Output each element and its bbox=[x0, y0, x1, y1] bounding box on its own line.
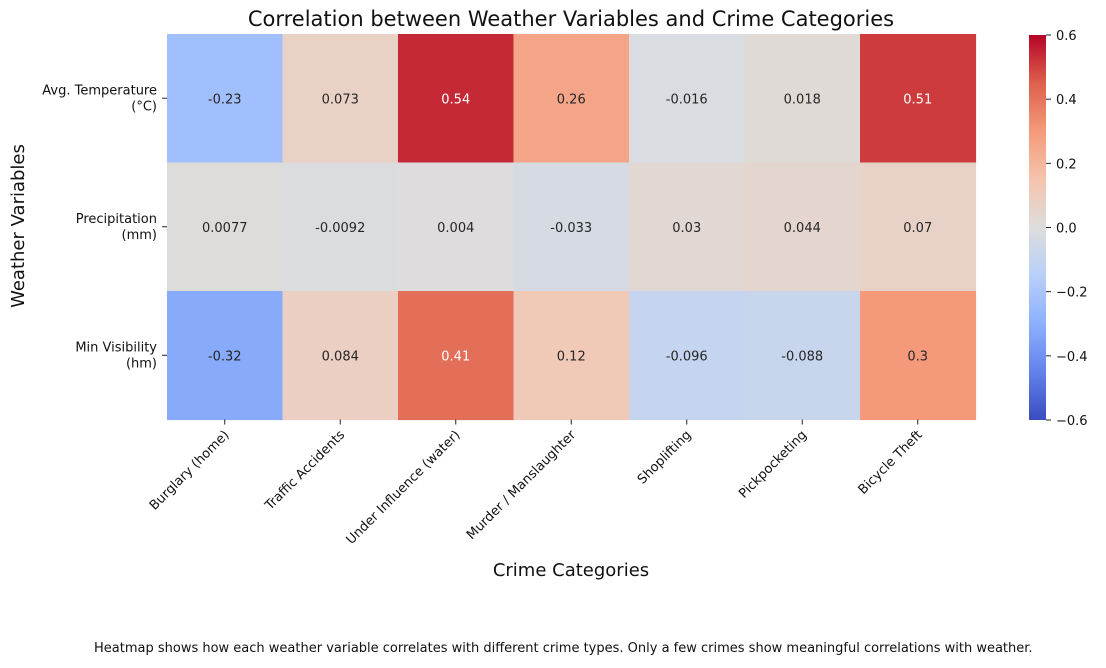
heatmap-cell bbox=[513, 162, 630, 292]
x-tick-label: Traffic Accidents bbox=[262, 428, 349, 515]
cell-value-label: 0.12 bbox=[557, 349, 586, 364]
x-tick-label: Pickpocketing bbox=[736, 428, 810, 502]
cell-value-label: 0.044 bbox=[784, 221, 821, 236]
colorbar-tick-label: 0.2 bbox=[1056, 157, 1077, 172]
colorbar-tick-label: −0.4 bbox=[1056, 350, 1088, 365]
chart-caption: Heatmap shows how each weather variable … bbox=[94, 641, 1033, 656]
cell-value-label: 0.03 bbox=[672, 221, 701, 236]
y-axis-label: Weather Variables bbox=[8, 144, 29, 308]
y-tick-label: (°C) bbox=[131, 99, 157, 114]
x-tick-label: Under Influence (water) bbox=[344, 428, 464, 548]
x-tick-label: Shoplifting bbox=[635, 428, 695, 488]
heatmap-cell bbox=[744, 34, 861, 164]
cell-value-labels: -0.23 0.073 0.54 0.26 -0.016 0.018 0.51 0.0077 -… bbox=[202, 92, 932, 364]
cell-value-label: 0.41 bbox=[441, 349, 470, 364]
heatmap-cell bbox=[282, 34, 399, 164]
heatmap-cell bbox=[398, 162, 515, 292]
x-tick-label: Murder / Manslaughter bbox=[464, 427, 580, 543]
y-tick-label: (mm) bbox=[122, 228, 157, 243]
cell-value-label: -0.096 bbox=[666, 349, 708, 364]
colorbar-tick-label: 0.0 bbox=[1056, 222, 1077, 237]
heatmap-cell bbox=[860, 34, 977, 164]
cell-value-label: 0.3 bbox=[907, 349, 928, 364]
cell-value-label: -0.033 bbox=[550, 221, 592, 236]
cell-value-label: -0.016 bbox=[666, 92, 708, 107]
x-tick-label: Bicycle Theft bbox=[856, 428, 926, 498]
cell-value-label: 0.073 bbox=[322, 92, 359, 107]
heatmap-cell bbox=[398, 291, 515, 421]
cell-value-label: 0.004 bbox=[437, 221, 474, 236]
heatmap-cell bbox=[629, 162, 746, 292]
y-tick-label: Min Visibility bbox=[75, 340, 157, 355]
cell-value-label: -0.0092 bbox=[315, 221, 365, 236]
cell-value-label: 0.018 bbox=[784, 92, 821, 107]
x-tick-label: Burglary (home) bbox=[147, 428, 233, 514]
heatmap-cell bbox=[513, 34, 630, 164]
heatmap-cell bbox=[282, 291, 399, 421]
cell-value-label: 0.54 bbox=[441, 92, 470, 107]
cell-value-label: 0.0077 bbox=[202, 221, 248, 236]
cell-value-label: 0.51 bbox=[903, 92, 932, 107]
heatmap-cell bbox=[629, 34, 746, 164]
y-tick-label: Avg. Temperature bbox=[42, 83, 157, 98]
x-axis-label: Crime Categories bbox=[493, 560, 649, 581]
heatmap-cell bbox=[744, 291, 861, 421]
heatmap-cell bbox=[744, 162, 861, 292]
colorbar-tick-label: 0.6 bbox=[1056, 29, 1077, 44]
heatmap-cell bbox=[398, 34, 515, 164]
heatmap-cells bbox=[167, 34, 977, 421]
colorbar bbox=[1029, 35, 1046, 420]
colorbar-tick-label: −0.2 bbox=[1056, 286, 1088, 301]
y-tick-label: (hm) bbox=[126, 356, 157, 371]
heatmap-cell bbox=[282, 162, 399, 292]
cell-value-label: 0.26 bbox=[557, 92, 586, 107]
colorbar-tick-label: −0.6 bbox=[1056, 414, 1088, 429]
cell-value-label: -0.088 bbox=[781, 349, 823, 364]
heatmap-cell bbox=[167, 162, 284, 292]
y-tick-label: Precipitation bbox=[76, 212, 157, 227]
heatmap-cell bbox=[167, 291, 284, 421]
heatmap-cell bbox=[167, 34, 284, 164]
chart-title: Correlation between Weather Variables an… bbox=[248, 7, 894, 31]
cell-value-label: 0.084 bbox=[322, 349, 359, 364]
cell-value-label: -0.23 bbox=[208, 92, 242, 107]
colorbar-ticks: −0.6 −0.4 −0.2 0.0 0.2 0.4 0.6 bbox=[1046, 29, 1088, 429]
heatmap-cell bbox=[860, 291, 977, 421]
cell-value-label: 0.07 bbox=[903, 221, 932, 236]
colorbar-tick-label: 0.4 bbox=[1056, 93, 1077, 108]
heatmap-cell bbox=[629, 291, 746, 421]
heatmap-cell bbox=[513, 291, 630, 421]
y-axis-tick-labels: Avg. Temperature(°C) Precipitation(mm) Min… bbox=[42, 83, 167, 371]
cell-value-label: -0.32 bbox=[208, 349, 242, 364]
heatmap-cell bbox=[860, 162, 977, 292]
